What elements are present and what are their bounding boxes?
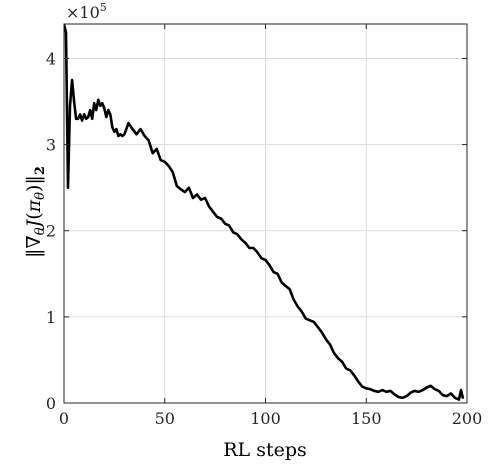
x-tick-label: 0 [59, 409, 69, 428]
exponent-label: ×105 [66, 1, 107, 22]
exponent-base: ×10 [66, 3, 100, 22]
y-tick-label: 2 [46, 222, 56, 241]
series-layer [64, 24, 465, 401]
y-label-norm-open: ‖ [23, 248, 45, 258]
y-label-rparen: ) [23, 185, 45, 192]
y-tick-label: 4 [46, 49, 56, 68]
exponent-power: 5 [100, 1, 107, 14]
y-tick-label: 3 [46, 136, 56, 155]
y-tick-label: 0 [46, 394, 56, 413]
tick-labels: 0 50 100 150 200 0 1 2 3 4 [46, 49, 482, 428]
y-label-theta-sub: θ [33, 227, 48, 235]
x-tick-label: 150 [351, 409, 382, 428]
x-axis-label: RL steps [223, 439, 307, 461]
y-label-pi: π [23, 199, 45, 213]
x-tick-label: 100 [250, 409, 281, 428]
y-tick-label: 1 [46, 308, 56, 327]
x-tick-label: 200 [452, 409, 483, 428]
y-label-pi-sub: θ [33, 192, 48, 200]
y-label-lparen: ( [23, 212, 45, 219]
ticks [63, 24, 468, 404]
y-axis-label: ‖∇θJ(πθ)‖2 [23, 166, 48, 258]
series-line [64, 24, 465, 401]
x-tick-label: 50 [155, 409, 175, 428]
y-label-j: J [23, 218, 45, 231]
y-label-nabla: ∇ [23, 235, 45, 248]
y-label-norm-sub: 2 [33, 166, 48, 175]
y-label-norm-close: ‖ [23, 175, 45, 185]
